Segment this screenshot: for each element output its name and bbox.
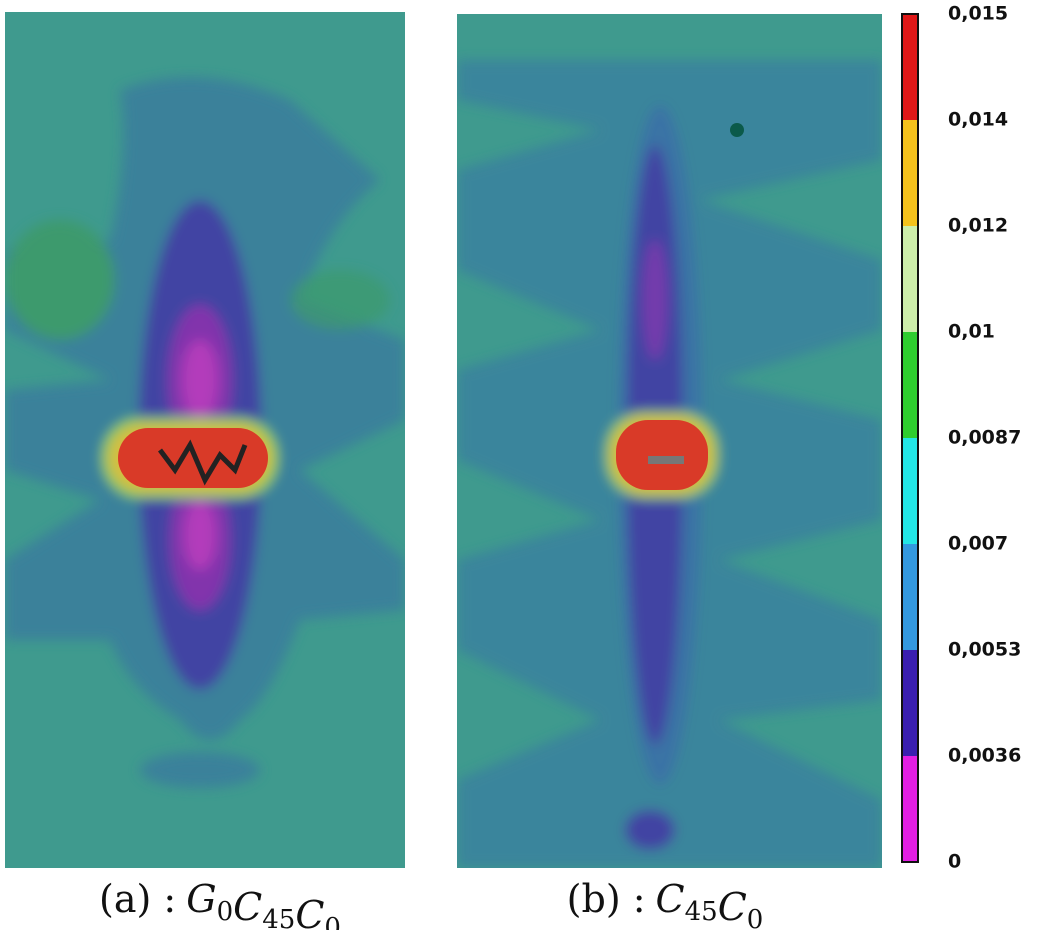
caption: (b) : C45C0 bbox=[567, 877, 764, 930]
caption-prefix: (a) : bbox=[99, 877, 176, 921]
caption-prefix: (b) : bbox=[567, 877, 646, 921]
strain-map-a bbox=[5, 12, 405, 868]
caption-subscript: 45 bbox=[262, 905, 295, 930]
colorbar-segment bbox=[902, 14, 918, 120]
colorbar-frame bbox=[901, 13, 919, 863]
colorbar-segment bbox=[902, 650, 918, 756]
colorbar: 0,015 0,014 0,012 0,01 0,0087 0,007 0,0053 0,00… bbox=[901, 3, 1021, 873]
colorbar-segment bbox=[902, 120, 918, 226]
caption-subscript: 0 bbox=[217, 897, 234, 927]
colorbar-label: 0,01 bbox=[948, 321, 995, 343]
caption-term: C bbox=[295, 893, 324, 930]
captions: (a) : G0C45C0(b) : C45C0 bbox=[99, 877, 763, 930]
colorbar-segment bbox=[902, 438, 918, 544]
colorbar-segment bbox=[902, 332, 918, 438]
colorbar-segment bbox=[902, 756, 918, 862]
colorbar-segment bbox=[902, 226, 918, 332]
colorbar-label: 0,0087 bbox=[948, 427, 1021, 449]
colorbar-segment bbox=[902, 544, 918, 650]
colorbar-label: 0,007 bbox=[948, 533, 1008, 555]
colorbar-label: 0,012 bbox=[948, 215, 1008, 237]
caption-term: C bbox=[656, 877, 685, 921]
caption: (a) : G0C45C0 bbox=[99, 877, 341, 930]
colorbar-label: 0,0053 bbox=[948, 639, 1021, 661]
caption-subscript: 0 bbox=[324, 913, 341, 930]
colorbar-label: 0,015 bbox=[948, 3, 1008, 25]
caption-term: C bbox=[718, 885, 747, 929]
colorbar-label: 0,014 bbox=[948, 109, 1008, 131]
strain-map-b bbox=[457, 14, 882, 868]
colorbar-label: 0,0036 bbox=[948, 745, 1021, 767]
caption-subscript: 0 bbox=[747, 905, 764, 930]
caption-subscript: 45 bbox=[685, 897, 718, 927]
caption-term: C bbox=[233, 885, 262, 929]
colorbar-label: 0 bbox=[948, 851, 961, 873]
caption-term: G bbox=[186, 877, 216, 921]
